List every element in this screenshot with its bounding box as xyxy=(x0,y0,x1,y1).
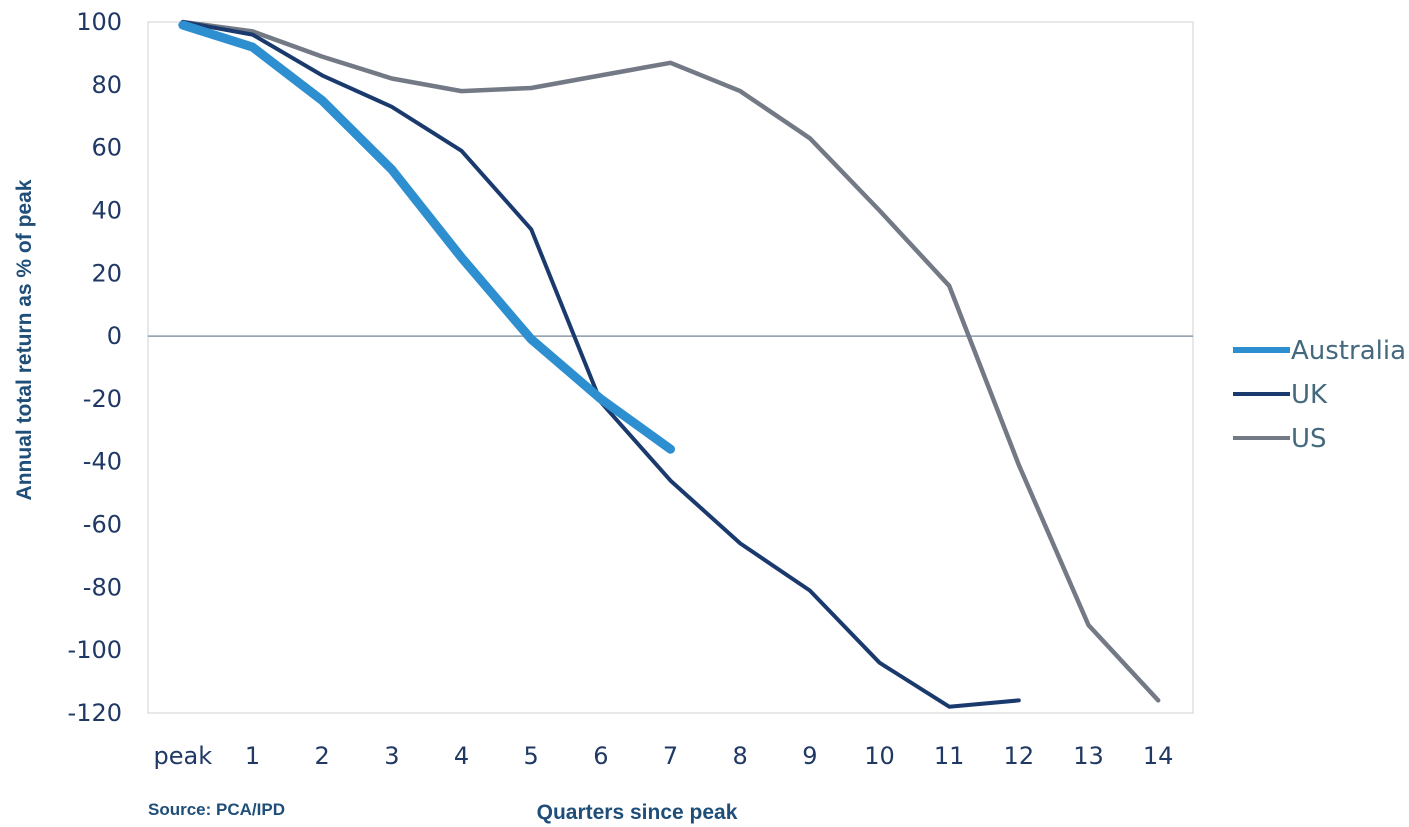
x-axis-title: Quarters since peak xyxy=(537,801,738,824)
x-tick-label: 12 xyxy=(1004,742,1035,770)
x-tick-label: 1 xyxy=(245,742,260,770)
x-tick-label: 7 xyxy=(663,742,678,770)
y-tick-label: 20 xyxy=(91,259,122,287)
x-tick-label: 13 xyxy=(1073,742,1104,770)
x-tick-label: 2 xyxy=(315,742,330,770)
x-tick-label: 3 xyxy=(384,742,399,770)
legend: Australia UK US xyxy=(1233,336,1406,454)
series-line-us xyxy=(180,19,1161,703)
y-tick-label: -100 xyxy=(68,636,122,664)
source-note: Source: PCA/IPD xyxy=(148,800,285,819)
y-tick-label: -40 xyxy=(83,448,122,476)
x-tick-label: 11 xyxy=(934,742,965,770)
legend-label-australia: Australia xyxy=(1291,336,1406,366)
legend-label-us: US xyxy=(1291,424,1327,454)
x-tick-label: 9 xyxy=(802,742,817,770)
x-tick-label: 8 xyxy=(733,742,748,770)
y-tick-label: -20 xyxy=(83,385,122,413)
plot-area xyxy=(147,21,1194,714)
x-tick-label: 5 xyxy=(524,742,539,770)
legend-label-uk: UK xyxy=(1291,380,1328,410)
y-axis-ticks: 100 80 60 40 20 0 -20 -40 -60 -80 -100 -120 xyxy=(68,8,122,727)
series-line-australia xyxy=(178,20,675,454)
x-tick-label: 10 xyxy=(864,742,895,770)
x-axis-ticks: peak 1 2 3 4 5 6 7 8 9 10 11 12 13 14 xyxy=(154,742,1174,770)
y-tick-label: -60 xyxy=(83,511,122,539)
y-tick-label: -80 xyxy=(83,573,122,601)
y-tick-label: -120 xyxy=(68,699,122,727)
y-tick-label: 60 xyxy=(91,134,122,162)
series-lines xyxy=(178,19,1161,709)
x-tick-label: 6 xyxy=(593,742,608,770)
x-tick-label: 14 xyxy=(1143,742,1174,770)
x-tick-label: peak xyxy=(154,742,213,770)
y-tick-label: 0 xyxy=(107,322,122,350)
x-tick-label: 4 xyxy=(454,742,469,770)
y-axis-title: Annual total return as % of peak xyxy=(13,179,36,500)
y-tick-label: 100 xyxy=(76,8,122,36)
y-tick-label: 40 xyxy=(91,196,122,224)
y-tick-label: 80 xyxy=(91,71,122,99)
